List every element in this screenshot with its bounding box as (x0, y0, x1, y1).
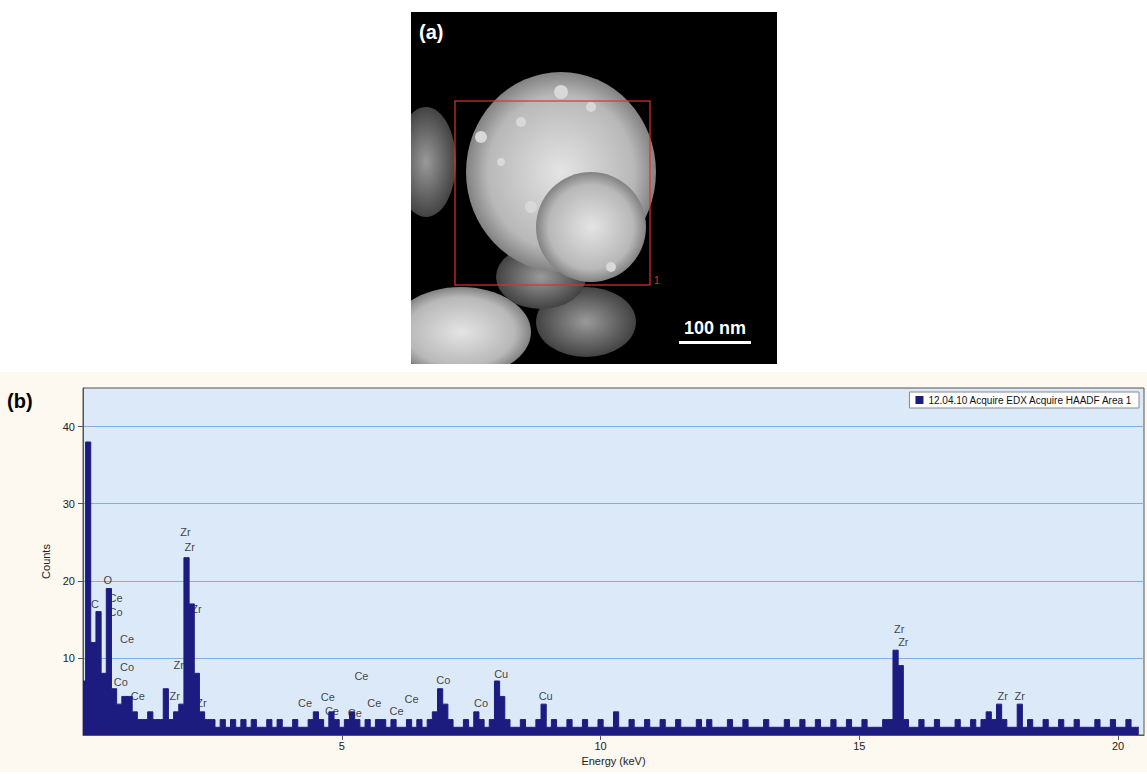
svg-text:Zr: Zr (169, 690, 180, 702)
svg-text:Co: Co (120, 661, 134, 673)
svg-text:Cu: Cu (539, 690, 553, 702)
svg-text:Ce: Ce (131, 690, 145, 702)
svg-text:20: 20 (63, 575, 75, 587)
svg-text:20: 20 (1112, 740, 1124, 752)
svg-text:Ce: Ce (390, 705, 404, 717)
svg-text:15: 15 (853, 740, 865, 752)
svg-text:5: 5 (339, 740, 345, 752)
svg-text:Ce: Ce (324, 705, 339, 718)
svg-text:Zr: Zr (894, 623, 905, 635)
svg-text:Ce: Ce (108, 591, 123, 604)
svg-text:(b): (b) (7, 390, 33, 412)
svg-text:(a): (a) (419, 21, 443, 43)
svg-text:Zr: Zr (998, 690, 1009, 702)
svg-text:O: O (104, 574, 113, 586)
svg-text:Co: Co (436, 674, 450, 686)
svg-text:10: 10 (63, 652, 75, 664)
svg-text:Co: Co (474, 697, 488, 709)
svg-text:30: 30 (63, 498, 75, 510)
svg-text:Ce: Ce (405, 693, 419, 705)
svg-text:Counts: Counts (40, 544, 52, 579)
svg-text:Zr: Zr (180, 526, 191, 538)
svg-text:Zr: Zr (191, 603, 202, 616)
svg-text:Ce: Ce (354, 670, 368, 682)
svg-text:Cu: Cu (494, 668, 508, 680)
svg-text:Zr: Zr (1015, 690, 1026, 702)
svg-text:Ce: Ce (120, 633, 134, 645)
svg-text:Energy (keV): Energy (keV) (581, 755, 645, 767)
svg-text:10: 10 (594, 740, 606, 752)
svg-text:Ce: Ce (321, 691, 335, 703)
svg-text:Zr: Zr (898, 636, 909, 648)
svg-text:C: C (91, 598, 99, 610)
svg-text:Co: Co (114, 676, 128, 688)
svg-text:12.04.10 Acquire EDX Acquire H: 12.04.10 Acquire EDX Acquire HAADF Area … (928, 395, 1131, 406)
svg-text:1: 1 (654, 275, 660, 286)
svg-text:Zr: Zr (174, 659, 185, 671)
svg-text:100 nm: 100 nm (684, 318, 746, 338)
svg-text:40: 40 (63, 421, 75, 433)
svg-text:Ce: Ce (367, 697, 381, 709)
svg-text:Zr: Zr (196, 697, 207, 710)
svg-text:Ce: Ce (298, 697, 312, 709)
svg-text:Co: Co (108, 606, 123, 619)
svg-text:Zr: Zr (184, 541, 195, 553)
